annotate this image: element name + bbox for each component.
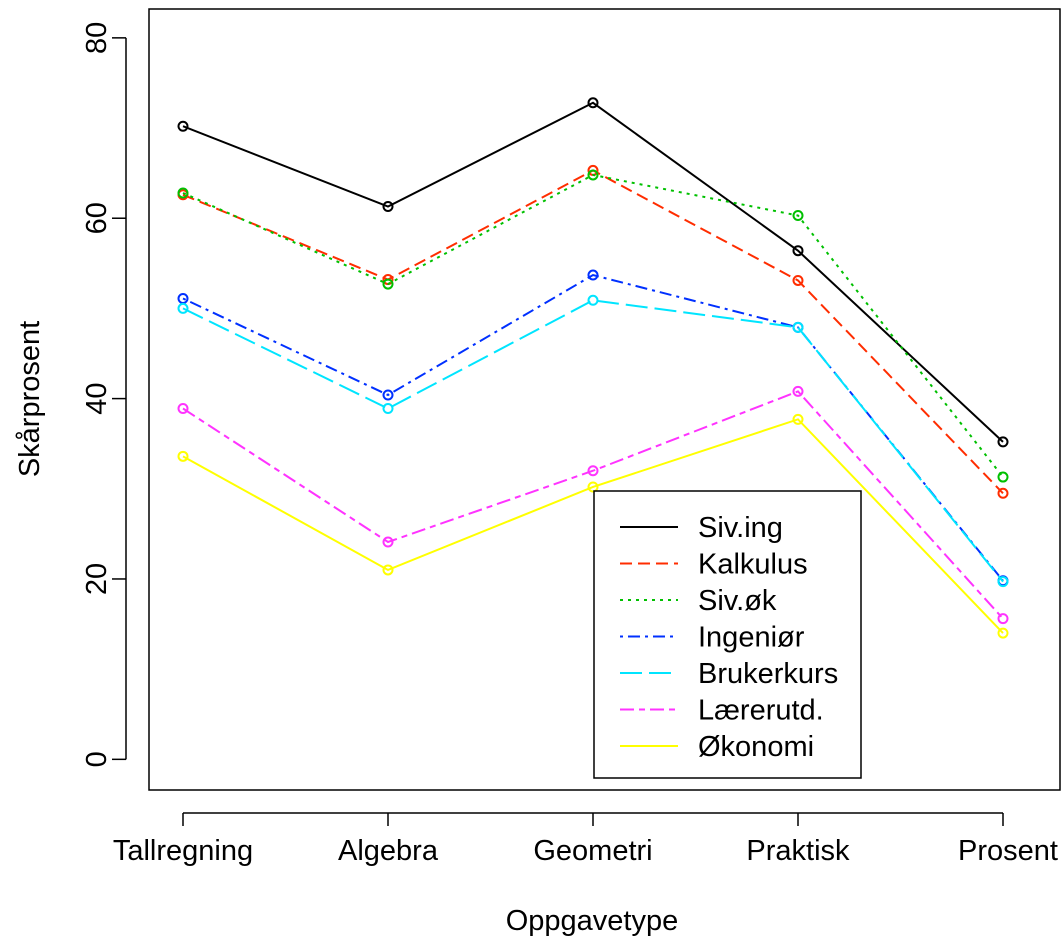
series-l-rerutd-	[177, 385, 1009, 625]
data-point	[792, 385, 804, 397]
y-tick-label: 40	[81, 382, 113, 414]
legend-label: Økonomi	[698, 731, 814, 763]
data-point	[587, 465, 599, 477]
legend-label: Ingeniør	[698, 622, 805, 654]
data-point	[587, 269, 599, 281]
data-point	[997, 613, 1009, 625]
data-point	[792, 245, 804, 257]
x-axis: Tallregning Algebra Geometri Praktisk Prosen…	[113, 812, 1058, 867]
x-tick-label: Algebra	[338, 835, 439, 867]
data-point	[587, 97, 599, 109]
x-tick-label: Praktisk	[746, 835, 850, 867]
y-tick-label: 60	[81, 202, 113, 234]
series-ingeni-r	[177, 269, 1009, 587]
series-brukerkurs	[177, 294, 1009, 588]
legend-label: Lærerutd.	[698, 695, 824, 727]
data-point	[997, 487, 1009, 499]
series--konomi	[177, 413, 1009, 639]
data-point	[177, 302, 189, 314]
y-axis-title: Skårprosent	[14, 321, 46, 477]
y-tick-label: 0	[81, 751, 113, 767]
data-point	[587, 481, 599, 493]
series-line	[182, 299, 1004, 583]
legend-box	[593, 490, 862, 779]
data-point	[177, 450, 189, 462]
legend-label: Siv.øk	[698, 585, 777, 617]
data-point	[997, 627, 1009, 639]
data-point	[792, 413, 804, 425]
x-axis-title: Oppgavetype	[506, 905, 679, 937]
data-point	[382, 201, 394, 213]
y-tick-label: 80	[81, 22, 113, 54]
data-point	[587, 294, 599, 306]
x-tick-label: Tallregning	[113, 835, 253, 867]
data-point	[382, 389, 394, 401]
data-point	[587, 169, 599, 181]
data-point	[177, 403, 189, 415]
y-tick-label: 20	[81, 563, 113, 595]
data-point	[382, 403, 394, 415]
series-line	[182, 101, 1004, 443]
data-point	[177, 120, 189, 132]
data-point	[997, 436, 1009, 448]
series-line	[182, 169, 1004, 494]
series-line	[182, 418, 1004, 634]
data-point	[382, 564, 394, 576]
data-point	[792, 210, 804, 222]
data-point	[997, 471, 1009, 483]
series-siv-ing	[177, 97, 1009, 448]
data-point	[177, 187, 189, 199]
x-tick-label: Geometri	[533, 835, 652, 867]
legend: Siv.ing Kalkulus Siv.øk Ingeniør Brukerkurs L…	[593, 490, 862, 779]
data-point	[792, 274, 804, 286]
y-axis: 0 20 40 60 80	[81, 22, 127, 767]
x-tick-label: Prosent	[958, 835, 1058, 867]
legend-label: Kalkulus	[698, 549, 808, 581]
data-point	[997, 576, 1009, 588]
data-point	[382, 536, 394, 548]
series-line	[182, 173, 1004, 478]
legend-label: Brukerkurs	[698, 658, 838, 690]
series-siv-k	[177, 169, 1009, 483]
data-point	[792, 321, 804, 333]
series-line	[182, 390, 1004, 620]
series-kalkulus	[177, 164, 1009, 499]
data-point	[382, 278, 394, 290]
plot-frame	[148, 8, 1061, 791]
legend-label: Siv.ing	[698, 512, 783, 544]
series-layer	[177, 97, 1009, 639]
